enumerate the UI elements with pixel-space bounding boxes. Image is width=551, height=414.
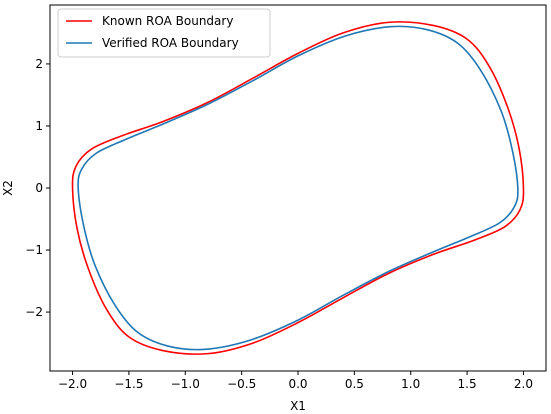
legend-label-known: Known ROA Boundary: [102, 14, 233, 28]
known-roa-boundary-line: [71, 21, 525, 355]
legend-label-verified: Verified ROA Boundary: [102, 36, 239, 50]
x-tick-label: −2.0: [58, 377, 87, 391]
y-tick-label: 1: [35, 119, 43, 133]
x-axis-ticks: −2.0 −1.5 −1.0 −0.5 0.0 0.5 1.0 1.5 2.0: [58, 371, 533, 391]
series-layer: [71, 21, 525, 355]
x-axis-label: X1: [290, 399, 306, 413]
x-tick-label: 0.5: [345, 377, 364, 391]
y-tick-label: −1: [25, 243, 43, 257]
x-tick-label: −0.5: [227, 377, 256, 391]
y-tick-label: 2: [35, 57, 43, 71]
x-tick-label: 1.5: [458, 377, 477, 391]
verified-roa-boundary-line: [77, 25, 519, 351]
y-tick-label: 0: [35, 181, 43, 195]
y-tick-label: −2: [25, 305, 43, 319]
legend: Known ROA Boundary Verified ROA Boundary: [57, 8, 271, 58]
x-tick-label: 2.0: [514, 377, 533, 391]
legend-box: [57, 8, 271, 58]
x-tick-label: 0.0: [288, 377, 307, 391]
y-axis-ticks: −2 −1 0 1 2: [25, 57, 50, 319]
x-tick-label: 1.0: [401, 377, 420, 391]
y-axis-label: X2: [1, 180, 15, 196]
x-tick-label: −1.5: [114, 377, 143, 391]
x-tick-label: −1.0: [171, 377, 200, 391]
